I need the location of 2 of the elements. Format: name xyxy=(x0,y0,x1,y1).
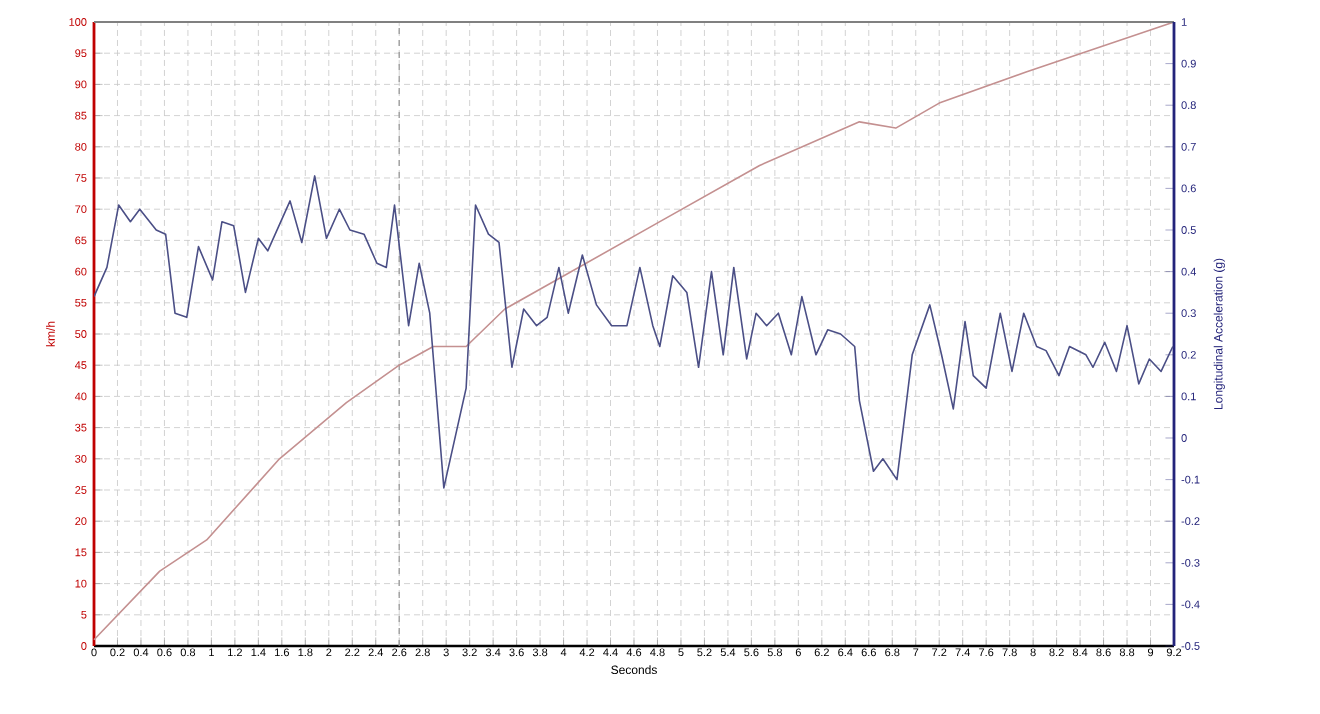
line-series xyxy=(93,21,1175,641)
line-series xyxy=(94,175,1174,489)
